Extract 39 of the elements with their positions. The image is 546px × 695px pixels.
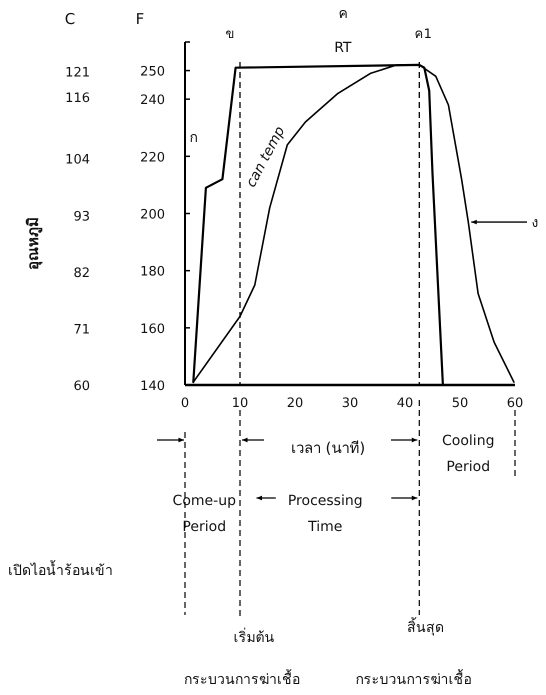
text: เปิดไอน้ำร้อนเข้า	[8, 560, 113, 579]
y-tick-label: 250	[140, 64, 165, 80]
x-tick-label: 50	[452, 396, 468, 411]
text: ค	[338, 6, 348, 22]
text: Processing Time	[288, 493, 363, 535]
y-tick-label: 160	[140, 322, 165, 337]
x-tick-label: 20	[286, 396, 304, 411]
y2-tick-label: 93	[73, 209, 90, 224]
y2-tick-label: 82	[73, 266, 90, 281]
text: ง	[532, 215, 538, 232]
x-tick-label: 30	[342, 396, 358, 411]
text: สิ้นสุด	[406, 617, 444, 636]
text: Cooling Period	[442, 433, 494, 475]
y2-tick-label: 60	[73, 379, 90, 394]
x-axis-title: เวลา (นาที)	[290, 439, 366, 457]
y-tick-label: 140	[140, 379, 165, 394]
text: กระบวนการฆ่าเชื้อ	[184, 669, 300, 688]
text: F	[136, 10, 144, 28]
y2-tick-label: 71	[73, 322, 90, 338]
y-tick-label: 240	[140, 93, 165, 108]
y-tick-label: 220	[140, 150, 165, 166]
y2-axis-title: อุณหภูมิ	[24, 217, 43, 270]
y-tick-label: 200	[140, 208, 165, 222]
y2-tick-label: 121	[65, 65, 90, 80]
y-tick-label: 180	[140, 264, 165, 280]
x-tick-label: 40	[396, 396, 414, 411]
text: C	[64, 10, 76, 28]
x-tick-label: 10	[232, 396, 248, 411]
text: เริ่มต้น	[234, 628, 274, 646]
ref-line-label: ข	[226, 27, 234, 42]
annotation: RT	[334, 40, 352, 56]
x-tick-label: 60	[506, 396, 524, 411]
ref-line-label: ค1	[414, 27, 432, 42]
x-tick-label: 0	[180, 396, 190, 411]
text: Come-up Period	[172, 493, 236, 535]
text: กระบวนการฆ่าเชื้อ	[355, 669, 472, 688]
y2-tick-label: 116	[65, 91, 90, 106]
y2-tick-label: 104	[65, 152, 90, 168]
annotation: ก	[190, 130, 198, 146]
